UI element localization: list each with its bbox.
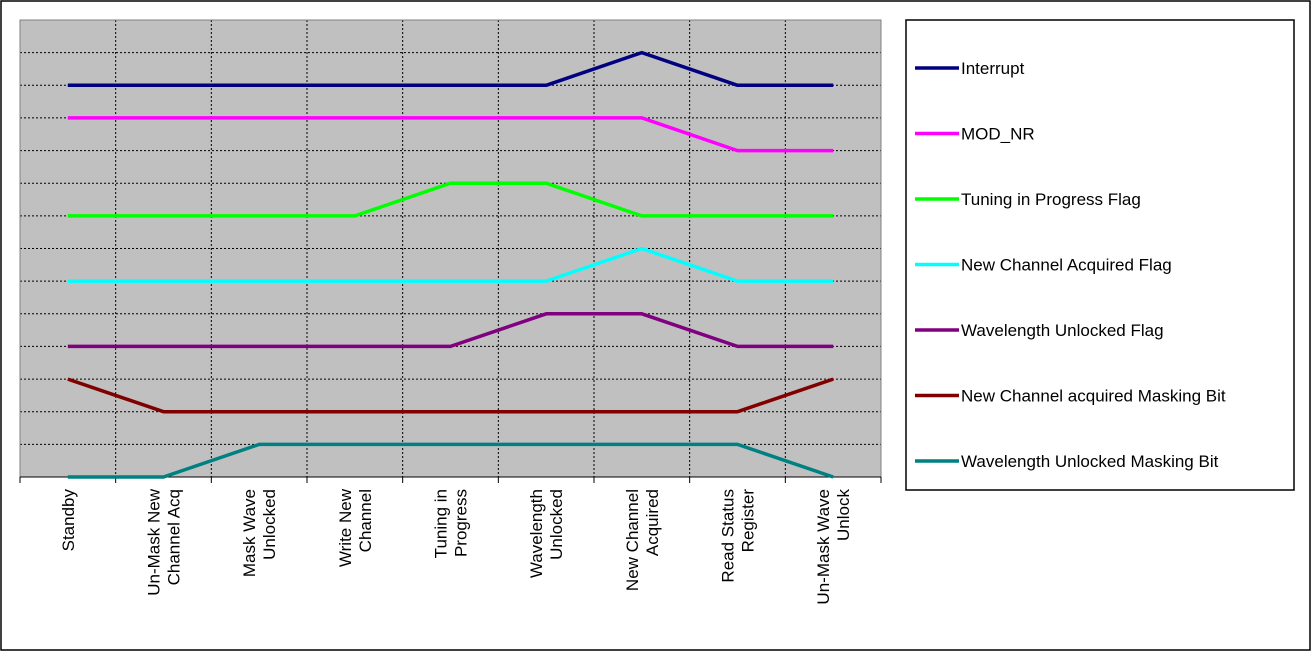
series-line-wavelength-unlocked-flag — [67, 312, 834, 349]
x-tick-label: Mask WaveUnlocked — [240, 489, 279, 577]
x-tick-label: Write NewChannel — [336, 488, 375, 567]
legend-label-mod-nr: MOD_NR — [961, 125, 1035, 144]
series-line-new-channel-acquired-masking-bit — [67, 377, 834, 414]
x-tick-label: Read StatusRegister — [719, 489, 758, 583]
x-tick-label: Standby — [59, 489, 78, 552]
legend-label-new-channel-acquired-flag: New Channel Acquired Flag — [961, 256, 1172, 275]
legend-label-tuning-in-progress-flag: Tuning in Progress Flag — [961, 190, 1141, 209]
x-tick-label: Un-Mask WaveUnlock — [814, 489, 853, 605]
series-line-wavelength-unlocked-masking-bit — [67, 442, 834, 479]
legend-label-new-channel-acquired-masking-bit: New Channel acquired Masking Bit — [961, 387, 1226, 406]
series-line-tuning-in-progress-flag — [67, 181, 834, 218]
series-line-mod-nr — [67, 116, 834, 153]
series-line-interrupt — [67, 50, 834, 88]
x-tick-label: Un-Mask NewChannel Acq — [145, 488, 184, 595]
x-tick-label: New ChannelAcquired — [623, 489, 662, 591]
legend-label-wavelength-unlocked-masking-bit: Wavelength Unlocked Masking Bit — [961, 452, 1219, 471]
series-line-new-channel-acquired-flag — [67, 246, 834, 283]
x-tick-label: WavelengthUnlocked — [527, 489, 566, 578]
legend-label-interrupt: Interrupt — [961, 59, 1025, 78]
x-tick-label: Tuning inProgress — [432, 489, 471, 558]
legend-box — [905, 19, 1295, 491]
legend-label-wavelength-unlocked-flag: Wavelength Unlocked Flag — [961, 321, 1164, 340]
